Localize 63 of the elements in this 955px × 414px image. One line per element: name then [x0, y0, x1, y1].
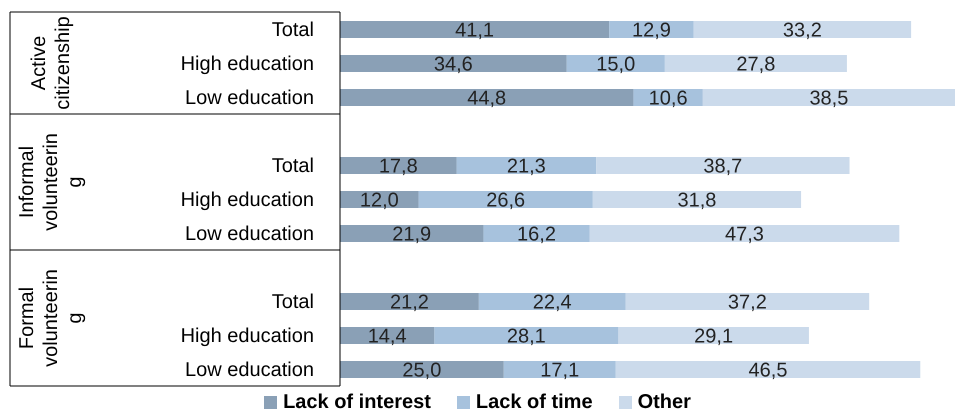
bar — [340, 157, 457, 174]
y-tick-label: High education — [180, 53, 314, 76]
data-label: 29,1 — [694, 326, 734, 348]
y-tick-label: Low education — [185, 223, 314, 246]
y-tick-label: High education — [180, 325, 314, 348]
bar — [478, 293, 626, 310]
data-label: 28,1 — [506, 326, 546, 348]
bar — [626, 293, 870, 310]
text: Formal volunteering — [16, 269, 86, 367]
bar — [592, 191, 802, 208]
data-label: 31,8 — [677, 190, 716, 212]
text: Informal volunteering — [16, 133, 86, 231]
data-label: 14,4 — [368, 326, 407, 348]
data-label: 27,8 — [736, 54, 776, 76]
data-label: 47,3 — [724, 224, 764, 246]
y-tick-label: Low education — [185, 87, 314, 110]
legend-label: Lack of time — [476, 391, 593, 414]
data-label: 17,8 — [378, 156, 418, 178]
bar — [456, 157, 596, 174]
bar — [702, 89, 955, 106]
text: Active citizenship — [28, 16, 74, 110]
bar — [434, 327, 618, 344]
bar — [340, 293, 479, 310]
data-label: 21,3 — [506, 156, 546, 178]
y-tick-label: Total — [272, 155, 314, 178]
legend-label: Lack of interest — [283, 391, 431, 414]
data-label: 46,5 — [748, 360, 788, 382]
data-label: 22,4 — [532, 292, 572, 314]
data-label: 44,8 — [467, 88, 506, 110]
bar — [616, 361, 920, 378]
bar — [504, 361, 616, 378]
bar — [340, 21, 610, 38]
data-label: 12,9 — [632, 20, 671, 42]
data-label: 15,0 — [596, 54, 636, 76]
data-label: 34,6 — [434, 54, 473, 76]
bar — [590, 225, 900, 242]
data-label: 38,5 — [809, 88, 848, 110]
data-label: 21,9 — [392, 224, 432, 246]
data-label: 17,1 — [540, 360, 580, 382]
bar — [418, 191, 593, 208]
data-label: 38,7 — [703, 156, 742, 178]
bar — [340, 361, 504, 378]
y-tick-label: Total — [272, 291, 314, 314]
data-label: 26,6 — [486, 190, 526, 212]
y-tick-label: Low education — [185, 359, 314, 382]
bar — [340, 55, 567, 72]
data-label: 33,2 — [782, 20, 822, 42]
data-label: 10,6 — [648, 88, 688, 110]
data-label: 25,0 — [402, 360, 442, 382]
bar — [596, 157, 850, 174]
bar — [340, 89, 634, 106]
y-tick-label: High education — [180, 189, 314, 212]
data-label: 21,2 — [390, 292, 429, 314]
y-tick-label: Total — [272, 19, 314, 42]
data-label: 16,2 — [517, 224, 556, 246]
bar — [664, 55, 847, 72]
bar — [340, 225, 484, 242]
legend-label: Other — [638, 391, 691, 414]
bar — [694, 21, 912, 38]
data-label: 37,2 — [728, 292, 767, 314]
bar — [618, 327, 809, 344]
data-label: 41,1 — [455, 20, 494, 42]
data-label: 12,0 — [360, 190, 399, 212]
